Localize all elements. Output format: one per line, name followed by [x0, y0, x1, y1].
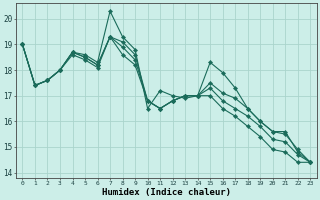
X-axis label: Humidex (Indice chaleur): Humidex (Indice chaleur)	[102, 188, 231, 197]
